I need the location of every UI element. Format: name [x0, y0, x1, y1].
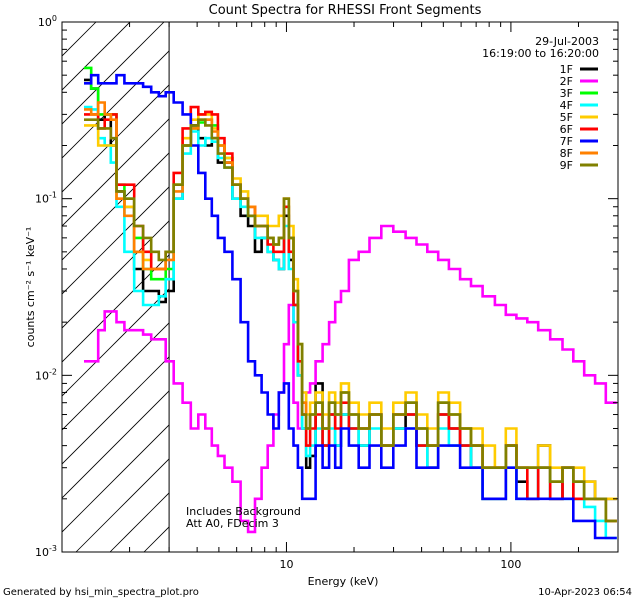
date-label: 29-Jul-2003: [535, 35, 599, 48]
hatch-line: [62, 220, 170, 329]
legend-label-5F: 5F: [560, 111, 573, 124]
series-9F: [84, 118, 617, 523]
legend-label-2F: 2F: [560, 75, 573, 88]
legend-label-9F: 9F: [560, 159, 573, 172]
hatch-line: [62, 152, 170, 261]
legend-label-6F: 6F: [560, 123, 573, 136]
y-tick-label: 10-2: [35, 367, 57, 382]
legend-label-8F: 8F: [560, 147, 573, 160]
series-1F: [84, 78, 617, 501]
series-2F: [84, 224, 617, 534]
hatch-line: [62, 288, 170, 397]
legend-label-1F: 1F: [560, 63, 573, 76]
annotation-attenuator: Att A0, FDecim 3: [186, 517, 279, 530]
hatch-line: [62, 356, 170, 465]
hatch-line: [62, 390, 170, 499]
hatch-line: [75, 458, 170, 552]
x-tick-label: 100: [500, 558, 521, 571]
hatch-line: [62, 84, 170, 193]
hatch-line: [62, 424, 170, 533]
hatch-line: [62, 22, 97, 57]
legend-label-3F: 3F: [560, 87, 573, 100]
timestamp-label: 10-Apr-2023 06:54: [538, 587, 632, 598]
hatch-line: [62, 254, 170, 363]
series-6F: [84, 105, 617, 523]
x-axis-label: Energy (keV): [308, 575, 379, 588]
generated-by-label: Generated by hsi_min_spectra_plot.pro: [3, 587, 199, 598]
chart-title: Count Spectra for RHESSI Front Segments: [209, 3, 482, 18]
series-8F: [84, 101, 617, 523]
time-range-label: 16:19:00 to 16:20:00: [482, 47, 599, 60]
legend-label-4F: 4F: [560, 99, 573, 112]
plot-frame: [61, 21, 619, 553]
legend-label-7F: 7F: [560, 135, 573, 148]
x-tick-label: 10: [279, 558, 293, 571]
y-axis-label: counts cm⁻² s⁻¹ keV⁻¹: [24, 227, 37, 348]
annotation-background: Includes Background: [186, 505, 301, 518]
hatch-line: [62, 322, 170, 431]
series-5F: [84, 113, 617, 501]
series-7F: [84, 73, 617, 540]
y-tick-label: 100: [38, 14, 57, 29]
hatch-line: [62, 22, 165, 125]
hatch-line: [62, 50, 170, 159]
y-tick-label: 10-1: [35, 191, 57, 206]
hatch-line: [62, 22, 131, 91]
y-tick-label: 10-3: [35, 544, 57, 559]
hatch-line: [62, 186, 170, 295]
attenuator-hatch-region: [62, 22, 170, 552]
